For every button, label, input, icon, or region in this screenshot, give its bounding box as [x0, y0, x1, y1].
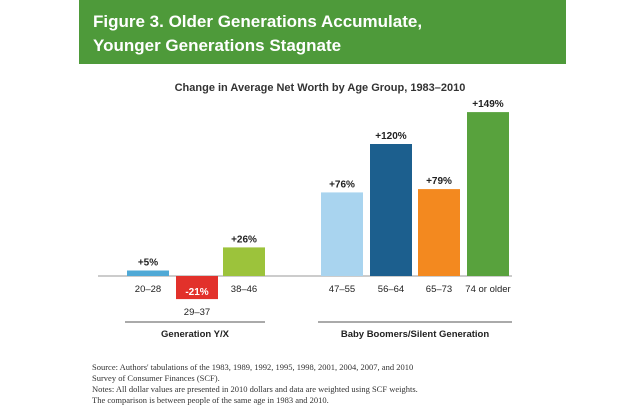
category-label-3: 38–46 — [231, 284, 257, 295]
bar-1 — [127, 270, 169, 276]
bar-5 — [370, 144, 412, 276]
notes-line-1: Notes: All dollar values are presented i… — [92, 384, 418, 394]
source-notes: Source: Authors' tabulations of the 1983… — [92, 362, 592, 406]
category-label-4: 47–55 — [329, 284, 355, 295]
group-label-2: Baby Boomers/Silent Generation — [341, 329, 490, 340]
bar-6 — [418, 189, 460, 276]
value-label-2: -21% — [185, 287, 208, 298]
value-label-6: +79% — [426, 176, 452, 187]
bar-3 — [223, 247, 265, 276]
value-label-1: +5% — [138, 258, 158, 269]
value-label-3: +26% — [231, 234, 257, 245]
figure-title-line-1: Figure 3. Older Generations Accumulate, — [93, 12, 423, 31]
chart-title: Change in Average Net Worth by Age Group… — [174, 82, 466, 94]
figure-title-banner: Figure 3. Older Generations Accumulate, … — [79, 0, 566, 64]
source-line-2: Survey of Consumer Finances (SCF). — [92, 373, 220, 383]
bar-7 — [467, 112, 509, 276]
notes-line-2: The comparison is between people of the … — [92, 395, 329, 405]
category-label-1: 20–28 — [135, 284, 161, 295]
value-label-4: +76% — [329, 179, 355, 190]
bar-2 — [176, 276, 218, 300]
group-label-1: Generation Y/X — [161, 329, 230, 340]
category-label-7: 74 or older — [465, 284, 510, 295]
bar-4 — [321, 192, 363, 276]
source-line-1: Source: Authors' tabulations of the 1983… — [92, 362, 414, 372]
category-label-6: 65–73 — [426, 284, 452, 295]
figure-title-line-2: Younger Generations Stagnate — [93, 36, 342, 55]
value-label-7: +149% — [472, 99, 504, 110]
category-label-5: 56–64 — [378, 284, 404, 295]
value-label-5: +120% — [375, 131, 407, 142]
category-label-2: 29–37 — [184, 307, 210, 318]
